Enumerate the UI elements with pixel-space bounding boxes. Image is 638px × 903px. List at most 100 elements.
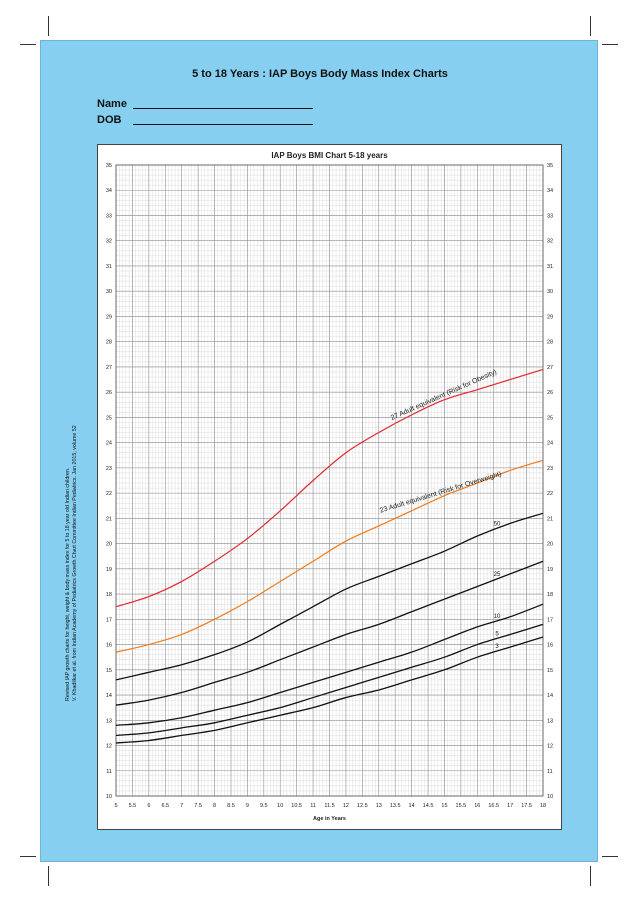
y-tick-label-right: 23 xyxy=(547,466,553,472)
series-line-5 xyxy=(115,623,544,737)
page-heading: 5 to 18 Years : IAP Boys Body Mass Index… xyxy=(192,68,448,80)
y-tick-label-right: 10 xyxy=(547,794,553,800)
x-tick-label: 8 xyxy=(213,803,216,809)
y-tick-label-left: 26 xyxy=(106,390,112,396)
x-tick-label: 10 xyxy=(277,803,283,809)
y-tick-label-left: 29 xyxy=(106,314,112,320)
y-tick-label-left: 35 xyxy=(106,163,112,169)
x-tick-label: 9.5 xyxy=(260,803,268,809)
series-label-50: 50 xyxy=(494,521,501,527)
x-tick-label: 18 xyxy=(540,803,546,809)
y-tick-label-right: 12 xyxy=(547,744,553,750)
y-tick-label-left: 14 xyxy=(106,693,112,699)
x-tick-label: 17.5 xyxy=(521,803,532,809)
series-label-27: 27 Adult equivalent (Risk for Obesity) xyxy=(390,369,498,422)
trim-mark-bottom-left-v xyxy=(48,866,49,886)
series-label-10: 10 xyxy=(494,614,501,620)
dob-field[interactable] xyxy=(133,124,313,125)
y-tick-label-right: 15 xyxy=(547,668,553,674)
x-tick-label: 12 xyxy=(343,803,349,809)
y-tick-label-right: 34 xyxy=(547,188,553,194)
x-tick-label: 7.5 xyxy=(194,803,202,809)
y-tick-label-right: 28 xyxy=(547,340,553,346)
y-tick-label-left: 31 xyxy=(106,264,112,270)
y-tick-label-left: 12 xyxy=(106,744,112,750)
series-line-3 xyxy=(115,636,544,744)
y-tick-label-right: 16 xyxy=(547,643,553,649)
name-label: Name xyxy=(97,98,127,110)
citation-note: Revised IAP growth charts for height, we… xyxy=(65,361,79,701)
y-tick-label-right: 26 xyxy=(547,390,553,396)
y-tick-label-left: 28 xyxy=(106,340,112,346)
y-tick-label-right: 14 xyxy=(547,693,553,699)
y-tick-label-left: 18 xyxy=(106,592,112,598)
trim-mark-top-right-h xyxy=(602,44,618,45)
trim-mark-bottom-left-h xyxy=(20,856,36,857)
series-line-50 xyxy=(115,512,544,681)
bmi-chart-svg: IAP Boys BMI Chart 5-18 years 10 10 11 11 12 1… xyxy=(106,151,553,822)
x-tick-label: 5 xyxy=(114,803,117,809)
y-tick-label-left: 30 xyxy=(106,289,112,295)
x-tick-label: 6 xyxy=(147,803,150,809)
x-tick-label: 16 xyxy=(474,803,480,809)
y-tick-label-right: 17 xyxy=(547,617,553,623)
y-tick-label-left: 17 xyxy=(106,617,112,623)
y-tick-label-left: 15 xyxy=(106,668,112,674)
x-tick-label: 7 xyxy=(180,803,183,809)
x-tick-label: 8.5 xyxy=(227,803,235,809)
x-tick-label: 11 xyxy=(310,803,316,809)
trim-mark-bottom-right-h xyxy=(602,856,618,857)
y-tick-label-right: 29 xyxy=(547,314,553,320)
x-tick-label: 16.5 xyxy=(488,803,499,809)
series-line-10 xyxy=(115,603,544,726)
trim-mark-bottom-right-v xyxy=(590,866,591,886)
y-tick-label-left: 22 xyxy=(106,491,112,497)
x-tick-label: 5.5 xyxy=(129,803,137,809)
y-tick-label-left: 11 xyxy=(106,769,112,775)
x-tick-label: 14.5 xyxy=(423,803,434,809)
y-tick-label-right: 31 xyxy=(547,264,553,270)
y-tick-label-right: 21 xyxy=(547,516,553,522)
chart-title: IAP Boys BMI Chart 5-18 years xyxy=(271,151,388,160)
x-tick-label: 9 xyxy=(246,803,249,809)
y-tick-label-left: 19 xyxy=(106,567,112,573)
y-tick-label-left: 24 xyxy=(106,441,112,447)
y-tick-label-right: 35 xyxy=(547,163,553,169)
name-field[interactable] xyxy=(133,108,313,109)
x-tick-label: 15 xyxy=(441,803,447,809)
bmi-chart: IAP Boys BMI Chart 5-18 years 10 10 11 11 12 1… xyxy=(97,144,562,830)
y-tick-label-left: 34 xyxy=(106,188,112,194)
y-tick-label-left: 16 xyxy=(106,643,112,649)
y-tick-label-right: 13 xyxy=(547,718,553,724)
trim-mark-top-left-v xyxy=(48,16,49,36)
x-tick-label: 6.5 xyxy=(161,803,169,809)
x-tick-label: 11.5 xyxy=(324,803,334,809)
series-line-25 xyxy=(115,560,544,706)
y-tick-label-left: 20 xyxy=(106,542,112,548)
y-tick-label-right: 25 xyxy=(547,415,553,421)
y-tick-label-right: 18 xyxy=(547,592,553,598)
trim-mark-top-left-h xyxy=(20,44,36,45)
x-tick-label: 13 xyxy=(376,803,382,809)
x-axis-label: Age in Years xyxy=(313,816,346,822)
y-tick-label-right: 24 xyxy=(547,441,553,447)
series-label-3: 3 xyxy=(495,644,499,650)
y-tick-label-left: 13 xyxy=(106,718,112,724)
y-tick-label-right: 27 xyxy=(547,365,553,371)
y-tick-label-left: 33 xyxy=(106,213,112,219)
y-tick-label-right: 30 xyxy=(547,289,553,295)
y-tick-label-right: 19 xyxy=(547,567,553,573)
x-tick-label: 13.5 xyxy=(390,803,401,809)
y-tick-label-left: 27 xyxy=(106,365,112,371)
series-line-27 xyxy=(115,368,544,608)
y-tick-label-right: 11 xyxy=(547,769,553,775)
x-tick-label: 10.5 xyxy=(291,803,302,809)
series-label-5: 5 xyxy=(495,632,499,638)
trim-mark-top-right-v xyxy=(590,16,591,36)
y-tick-label-right: 32 xyxy=(547,239,553,245)
y-tick-label-left: 21 xyxy=(106,516,112,522)
y-tick-label-left: 32 xyxy=(106,239,112,245)
y-tick-label-left: 23 xyxy=(106,466,112,472)
citation-line-1: Revised IAP growth charts for height, we… xyxy=(65,467,71,701)
y-tick-label-left: 10 xyxy=(106,794,112,800)
